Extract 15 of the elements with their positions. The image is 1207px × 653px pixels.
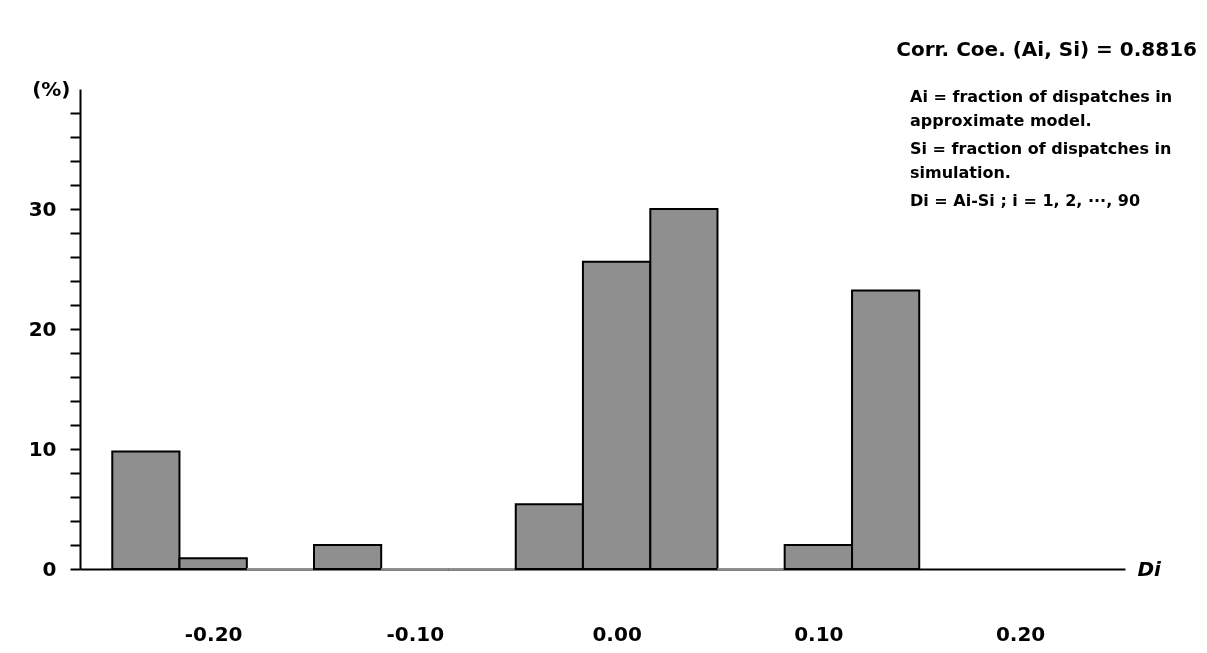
y-tick-label: 30 (28, 196, 57, 221)
y-tick-label: 20 (28, 316, 57, 341)
y-tick-label: 0 (42, 556, 57, 581)
y-tick-label: 10 (28, 436, 57, 461)
annotation: Ai = fraction of dispatches in approximate model. (910, 87, 1173, 130)
annotation: Si = fraction of dispatches in simulation. (910, 139, 1172, 182)
annotation: Di = Ai-Si ; i = 1, 2, ···, 90 (910, 191, 1141, 210)
x-tick-label: 0.20 (995, 621, 1046, 646)
text: Corr. Coe. (Ai, Si) = 0.8816 (896, 37, 1197, 61)
x-tick-label: 0.10 (794, 621, 844, 646)
y-axis-title: (%) (32, 76, 71, 101)
x-axis-title: Di (1137, 556, 1163, 581)
x-tick-label: -0.10 (386, 621, 445, 646)
x-tick-label: -0.20 (184, 621, 243, 646)
x-tick-label: 0.00 (592, 621, 642, 646)
